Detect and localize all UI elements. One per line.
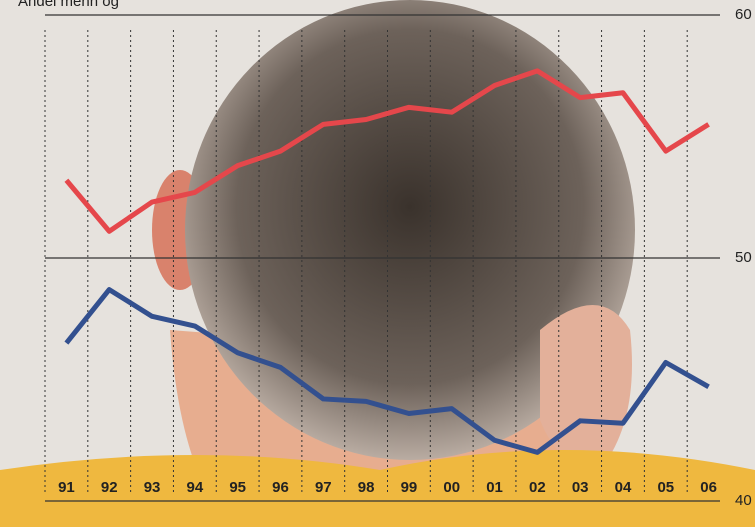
x-tick-label: 97 xyxy=(315,479,332,496)
x-tick-label: 93 xyxy=(144,479,161,496)
x-tick-label: 03 xyxy=(572,479,589,496)
y-tick-label: 50 xyxy=(735,249,752,266)
x-tick-label: 96 xyxy=(272,479,289,496)
x-tick-label: 94 xyxy=(187,479,204,496)
x-tick-label: 05 xyxy=(657,479,674,496)
shirt xyxy=(0,450,755,527)
head xyxy=(185,0,635,460)
line-series xyxy=(64,287,710,455)
y-tick-label: 40 xyxy=(735,492,752,509)
chart-title: Andel menn og xyxy=(18,0,119,10)
x-tick-label: 04 xyxy=(615,479,632,496)
hand xyxy=(540,305,632,470)
x-tick-label: 01 xyxy=(486,479,503,496)
x-tick-label: 98 xyxy=(358,479,375,496)
x-tick-label: 06 xyxy=(700,479,717,496)
line-series xyxy=(64,68,710,234)
x-tick-label: 91 xyxy=(58,479,75,496)
x-tick-label: 00 xyxy=(443,479,460,496)
x-tick-label: 92 xyxy=(101,479,118,496)
x-tick-label: 99 xyxy=(401,479,418,496)
y-tick-label: 60 xyxy=(735,6,752,23)
x-tick-label: 95 xyxy=(229,479,246,496)
x-tick-label: 02 xyxy=(529,479,546,496)
